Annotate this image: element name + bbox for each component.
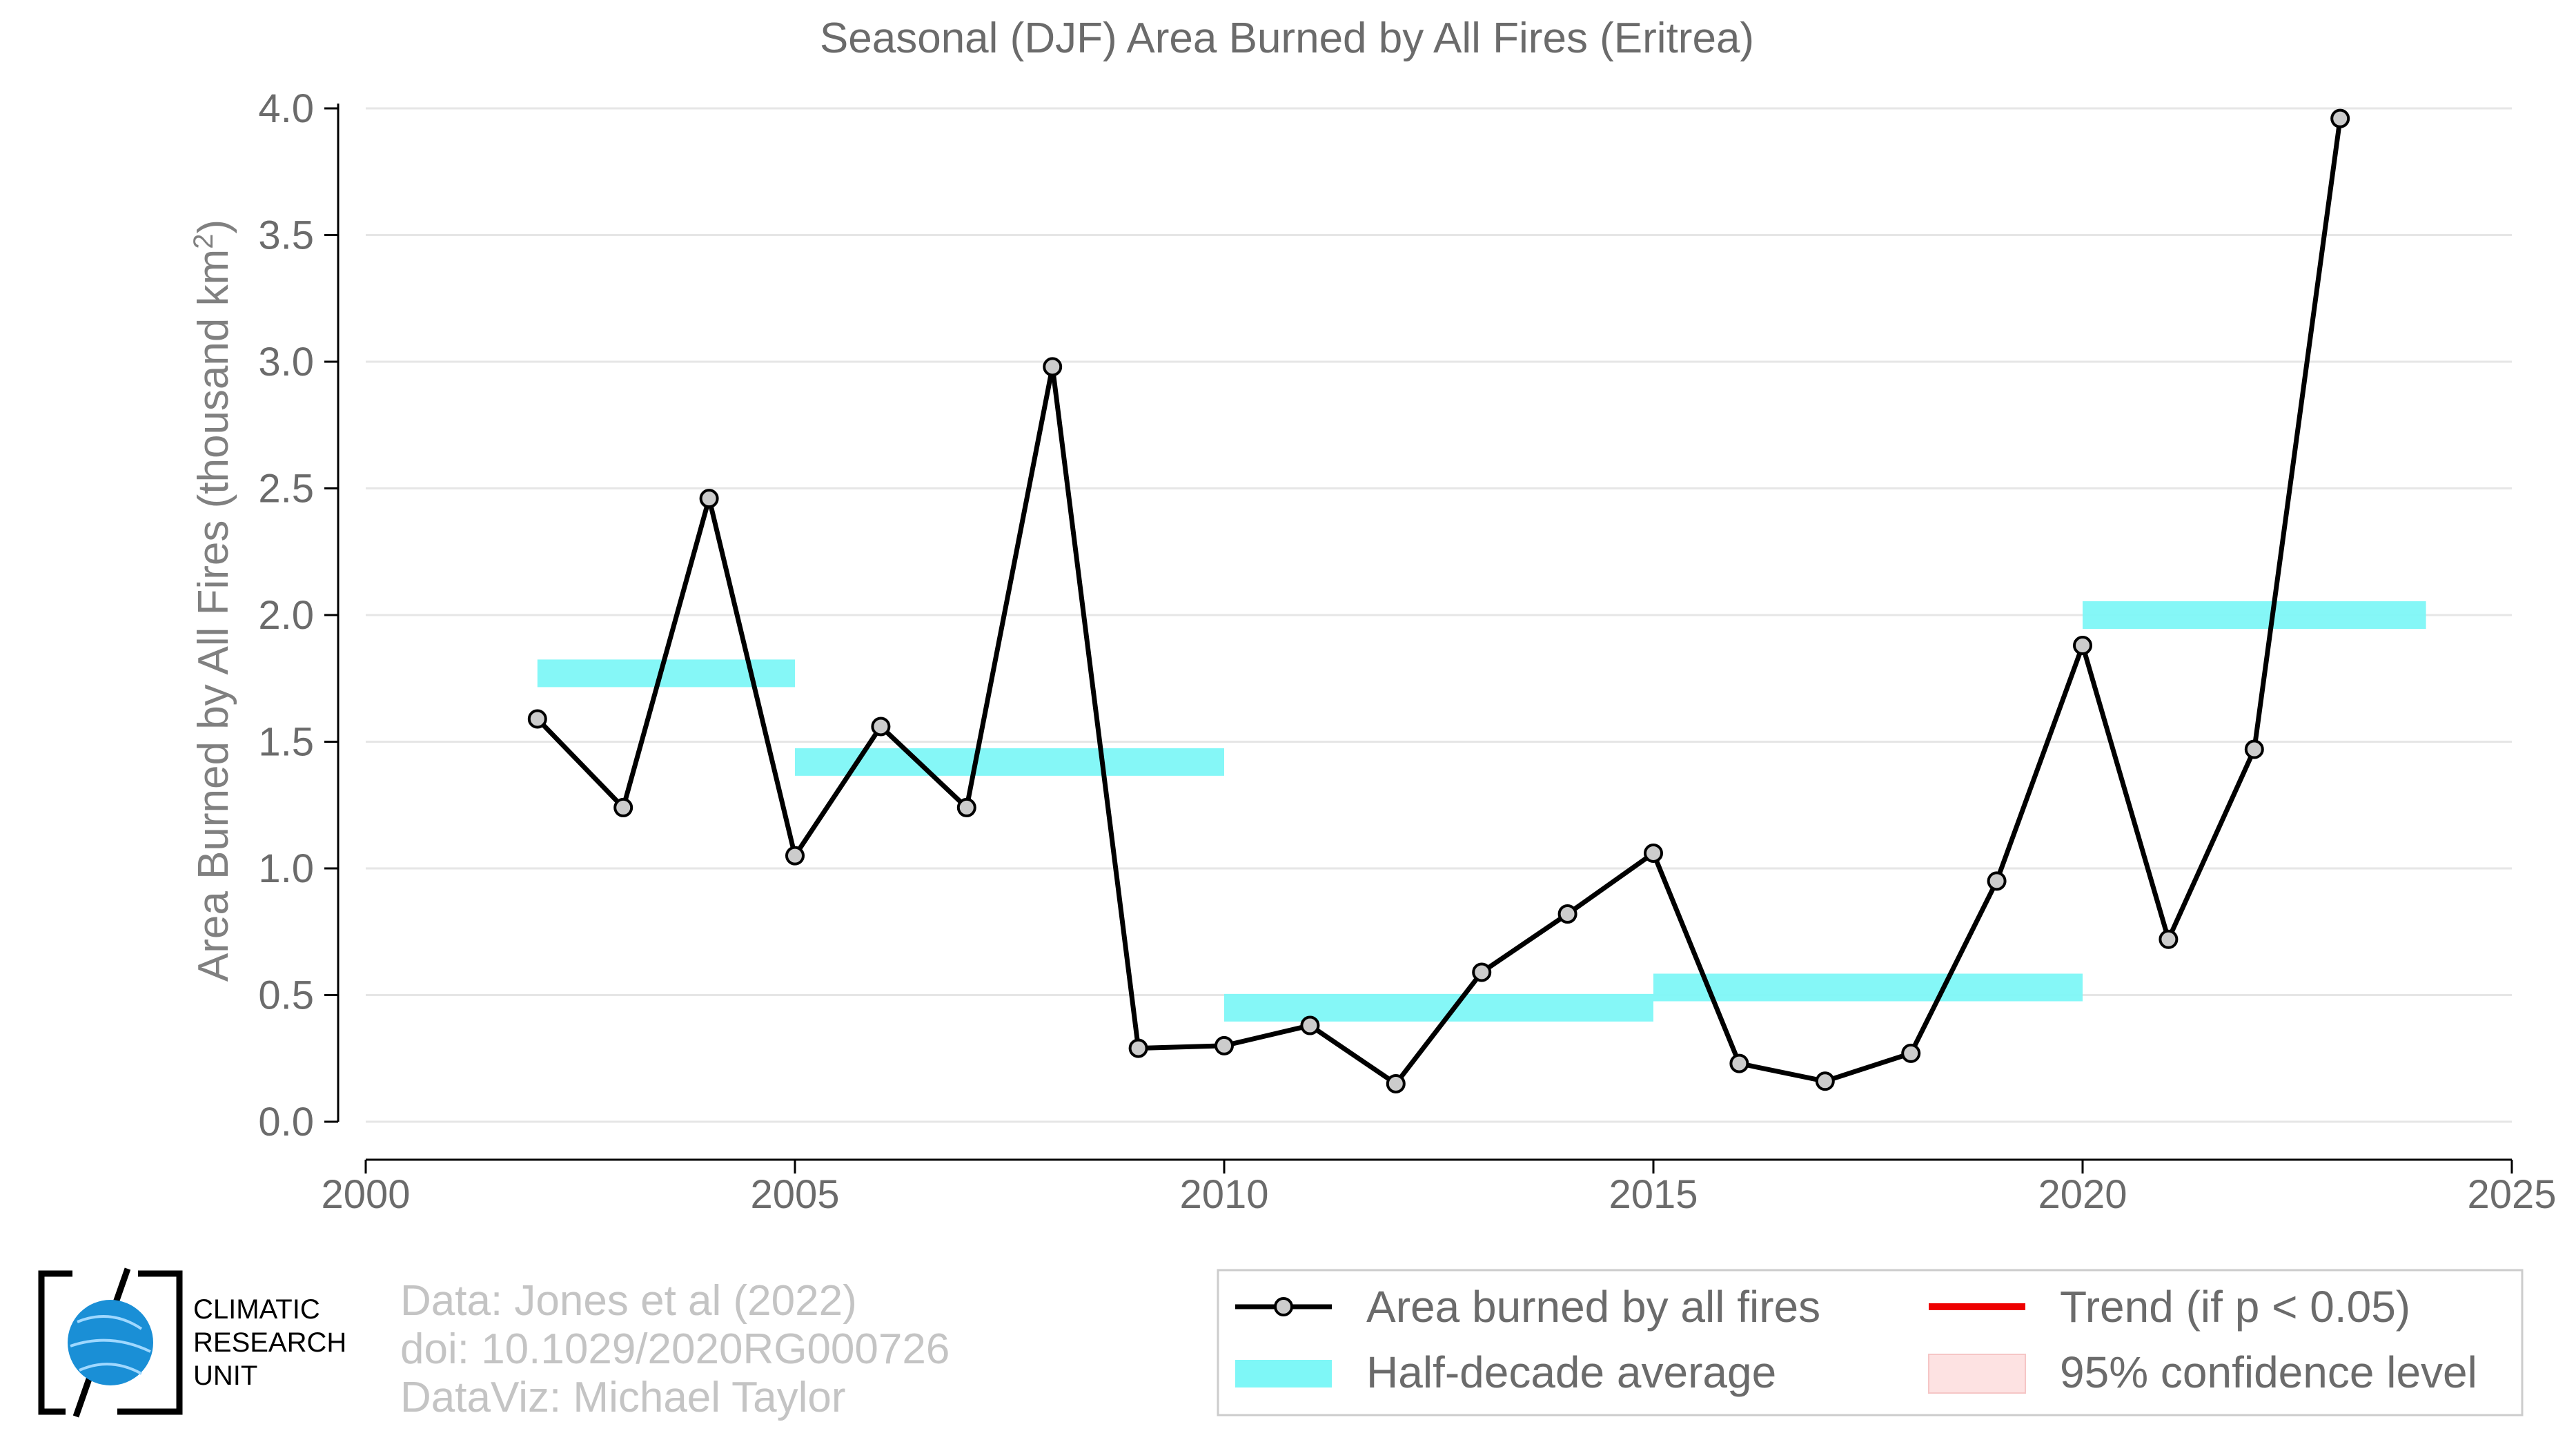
y-tick-label: 2.5 — [258, 467, 314, 512]
data-point — [527, 709, 547, 729]
legend-band-swatch — [1235, 1360, 1332, 1387]
data-point — [1901, 1043, 1921, 1063]
legend-box — [1217, 1269, 2524, 1416]
gridlines — [366, 107, 2512, 1123]
data-point — [1215, 1035, 1234, 1055]
cru-logo: CLIMATIC RESEARCH UNIT — [38, 1267, 346, 1418]
legend-entry-area-burned: Area burned by all fires — [1235, 1282, 1820, 1332]
data-point — [1386, 1073, 1406, 1093]
data-point — [1300, 1015, 1320, 1035]
legend-entry-confidence: 95% confidence level — [1928, 1347, 2477, 1397]
chart-title: Seasonal (DJF) Area Burned by All Fires … — [820, 14, 1754, 62]
data-point — [699, 489, 719, 509]
y-tick-label: 2.0 — [258, 593, 314, 638]
logo-text-unit: UNIT — [193, 1361, 257, 1391]
half-decade-band — [1224, 993, 1653, 1022]
data-point — [1043, 357, 1063, 377]
data-point — [1557, 904, 1577, 924]
half-decade-band — [795, 748, 1224, 776]
y-tick-label: 0.5 — [258, 973, 314, 1018]
logo-text-research: RESEARCH — [193, 1327, 346, 1358]
y-axis-label-close: ) — [190, 220, 237, 234]
credit-dataviz: DataViz: Michael Taylor — [400, 1374, 846, 1421]
y-axis-label-main: Area Burned by All Fires (thousand km — [190, 249, 237, 982]
legend-confidence-swatch — [1928, 1354, 2026, 1394]
credits: Data: Jones et al (2022) doi: 10.1029/20… — [400, 1277, 950, 1421]
y-tick-label: 3.0 — [258, 340, 314, 384]
credit-doi: doi: 10.1029/2020RG000726 — [400, 1325, 950, 1373]
series-line — [535, 118, 2343, 1087]
axes — [337, 104, 2512, 1161]
y-tick-label: 1.5 — [258, 720, 314, 765]
legend-entry-half-decade: Half-decade average — [1235, 1347, 1776, 1397]
logo-right-bracket — [117, 1270, 183, 1415]
y-tick-label: 4.0 — [258, 86, 314, 131]
half-decade-band — [537, 659, 795, 688]
legend-label-confidence: 95% confidence level — [2060, 1347, 2477, 1397]
y-axis-label: Area Burned by All Fires (thousand km2) — [188, 220, 237, 982]
data-point — [785, 846, 805, 866]
data-point — [1128, 1038, 1148, 1058]
legend-entry-trend: Trend (if p < 0.05) — [1929, 1282, 2410, 1332]
x-tick-label: 2005 — [750, 1172, 839, 1217]
series-area-burned — [527, 108, 2350, 1093]
data-point — [2073, 636, 2092, 656]
globe-icon — [68, 1300, 153, 1385]
data-point — [1987, 871, 2007, 891]
globe-swirl-icon — [70, 1315, 151, 1375]
half-decade-bands — [537, 601, 2426, 1022]
y-tick-label: 0.0 — [258, 1100, 314, 1145]
data-point — [2330, 108, 2350, 128]
data-point — [871, 717, 891, 737]
x-ticks: 2000 2005 2010 2015 2020 2025 — [321, 1160, 2557, 1217]
x-tick-label: 2000 — [321, 1172, 410, 1217]
x-tick-label: 2015 — [1609, 1172, 1698, 1217]
data-point — [1729, 1053, 1749, 1073]
legend-marker-swatch — [1274, 1297, 1293, 1316]
y-tick-label: 3.5 — [258, 213, 314, 258]
data-point — [2244, 739, 2264, 759]
data-point — [1815, 1071, 1835, 1091]
y-ticks: 0.0 0.5 1.0 1.5 2.0 2.5 3.0 3.5 4.0 — [258, 86, 338, 1145]
logo-left-bracket — [38, 1270, 72, 1415]
data-point — [1644, 843, 1663, 863]
half-decade-band — [1653, 973, 2083, 1002]
legend-label-trend: Trend (if p < 0.05) — [2060, 1282, 2410, 1332]
data-point — [613, 797, 633, 817]
data-point — [2159, 929, 2179, 949]
data-point — [1472, 962, 1492, 982]
logo-text-climatic: CLIMATIC — [193, 1294, 320, 1325]
data-point — [956, 797, 976, 817]
x-tick-label: 2020 — [2038, 1172, 2127, 1217]
credit-data-source: Data: Jones et al (2022) — [400, 1277, 857, 1325]
legend-label-half-decade: Half-decade average — [1366, 1347, 1776, 1397]
x-tick-label: 2010 — [1179, 1172, 1268, 1217]
half-decade-band — [2083, 601, 2426, 629]
y-axis-label-sup: 2 — [188, 234, 219, 249]
x-tick-label: 2025 — [2467, 1172, 2556, 1217]
y-tick-label: 1.0 — [258, 846, 314, 891]
legend-label-area-burned: Area burned by all fires — [1366, 1282, 1820, 1332]
legend: Area burned by all fires Trend (if p < 0… — [1217, 1269, 2524, 1416]
